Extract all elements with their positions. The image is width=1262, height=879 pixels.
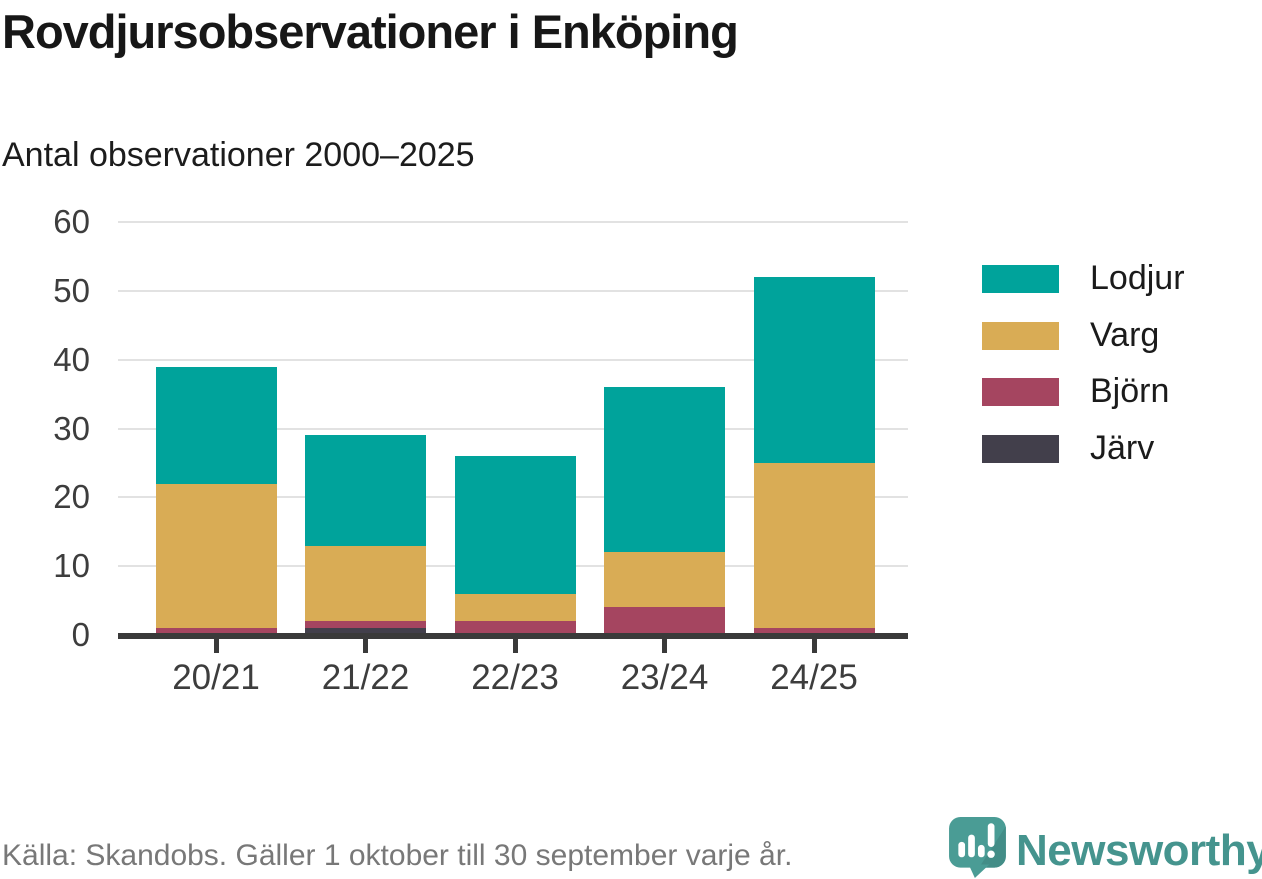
x-axis-label: 21/22 — [321, 658, 410, 697]
bar-segment — [155, 366, 277, 484]
newsworthy-logotype: Newsworthy — [1016, 826, 1262, 875]
x-axis-tick — [811, 639, 817, 653]
legend-label: Varg — [1090, 315, 1160, 354]
gridline — [118, 427, 908, 430]
legend-label: Järv — [1090, 428, 1155, 467]
y-axis-label: 0 — [71, 616, 90, 653]
legend-swatch — [982, 321, 1059, 350]
bar-segment — [305, 545, 426, 622]
bar-segment — [753, 462, 875, 629]
y-axis-label: 60 — [53, 203, 90, 240]
bar-segment — [155, 628, 277, 635]
stacked-bar-chart: 0 10 20 30 40 50 60 20/21 21/22 22/23 23/24 24/25 — [53, 203, 908, 697]
bar-segment — [604, 607, 725, 635]
source-note: Källa: Skandobs. Gäller 1 oktober till 3… — [2, 839, 793, 872]
y-axis-label: 40 — [53, 340, 90, 378]
bar-segment — [155, 483, 277, 629]
bar-segment — [753, 628, 875, 635]
legend-label: Björn — [1090, 372, 1170, 411]
newsworthy-logo-icon — [949, 817, 1006, 878]
gridline — [118, 221, 908, 223]
chart-title: Rovdjursobservationer i Enköping — [2, 5, 739, 58]
y-axis-label: 30 — [53, 409, 90, 447]
gridline — [118, 358, 908, 361]
y-axis-label: 10 — [53, 547, 90, 585]
legend-swatch — [982, 378, 1059, 407]
gridline — [118, 289, 908, 292]
legend-label: Lodjur — [1090, 259, 1185, 297]
bar-segment — [604, 552, 725, 608]
x-axis-label: 24/25 — [770, 658, 858, 697]
x-axis-tick — [213, 639, 219, 653]
bar-segment — [454, 456, 576, 594]
bar-segment — [305, 435, 426, 546]
x-axis-label: 20/21 — [172, 658, 260, 697]
x-axis-tick — [512, 639, 518, 653]
chart-subtitle: Antal observationer 2000–2025 — [2, 136, 475, 174]
bar-segment — [454, 593, 576, 622]
x-axis-tick — [662, 639, 667, 653]
legend-swatch — [982, 434, 1059, 463]
y-axis-label: 50 — [53, 271, 90, 309]
bar-segment — [305, 628, 426, 635]
legend-swatch — [982, 265, 1059, 293]
bar-segment — [305, 621, 426, 629]
y-axis-label: 20 — [53, 478, 90, 516]
x-axis-tick — [363, 639, 368, 653]
x-axis-label: 23/24 — [620, 658, 709, 697]
x-axis-label: 22/23 — [471, 658, 559, 697]
bar-segment — [604, 387, 725, 553]
bar-segment — [753, 277, 875, 463]
x-axis-line — [118, 633, 908, 639]
bar-segment — [454, 621, 576, 635]
